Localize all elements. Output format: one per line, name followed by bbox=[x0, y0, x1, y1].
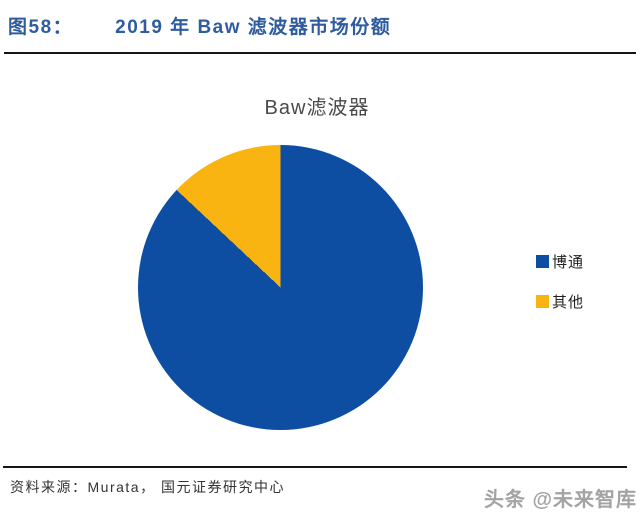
source-note: 资料来源：Murata， 国元证券研究中心 bbox=[10, 479, 285, 495]
legend-swatch-icon bbox=[536, 295, 549, 308]
legend-label: 其他 bbox=[552, 294, 585, 311]
figure-title: 2019 年 Baw 滤波器市场份额 bbox=[115, 17, 392, 38]
figure-label: 图58： bbox=[8, 17, 74, 38]
legend-item: 其他 bbox=[536, 291, 584, 312]
watermark: 头条 @未来智库 bbox=[483, 489, 637, 511]
footer-divider bbox=[3, 466, 627, 468]
legend-swatch-icon bbox=[536, 255, 549, 268]
pie-chart bbox=[138, 145, 423, 430]
chart-title: Baw滤波器 bbox=[264, 97, 370, 119]
header-divider bbox=[4, 52, 636, 54]
figure-header: 图58： 2019 年 Baw 滤波器市场份额 bbox=[8, 12, 391, 39]
legend-label: 博通 bbox=[552, 254, 585, 271]
chart-legend: 博通 其他 bbox=[536, 251, 584, 312]
legend-item: 博通 bbox=[536, 251, 584, 272]
